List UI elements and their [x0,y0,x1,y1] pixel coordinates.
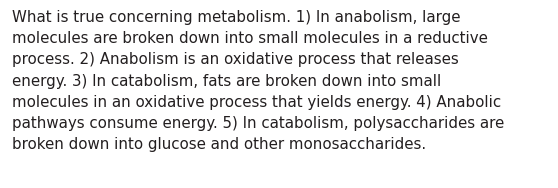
Text: What is true concerning metabolism. 1) In anabolism, large
molecules are broken : What is true concerning metabolism. 1) I… [12,10,504,152]
